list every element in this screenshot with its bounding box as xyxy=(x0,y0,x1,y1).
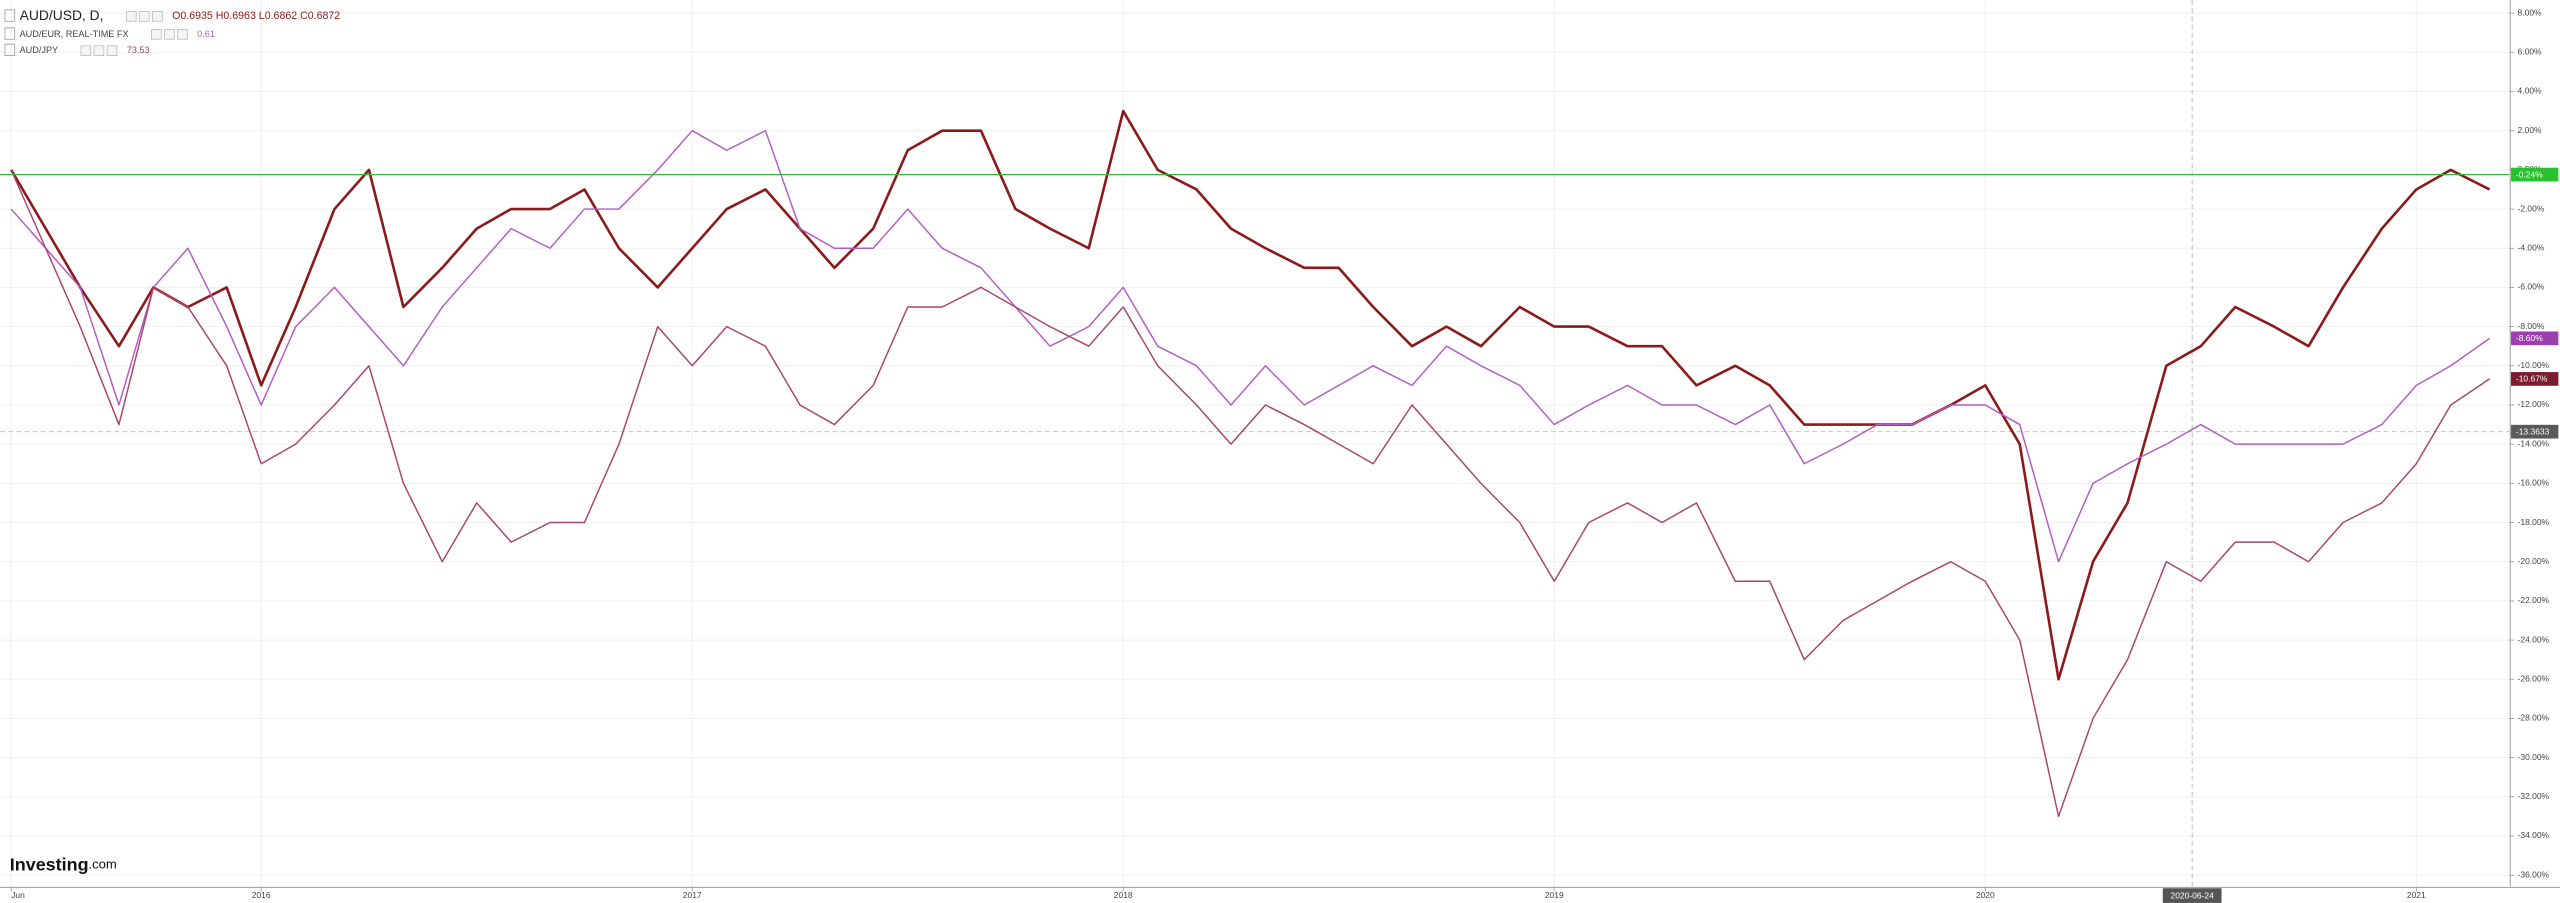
y-tick-label: -28.00% xyxy=(2518,713,2550,723)
legend-button[interactable] xyxy=(164,29,175,40)
series-line xyxy=(10,109,2491,681)
legend-value: 0.61 xyxy=(197,29,215,39)
crosshair-x-label: 2020-06-24 xyxy=(2170,890,2214,900)
legend-button[interactable] xyxy=(80,45,92,56)
legend-name: AUD/USD, D, xyxy=(20,7,104,23)
legend-value: 73.53 xyxy=(127,45,150,55)
logo-text: Investing xyxy=(10,854,89,874)
legend-button[interactable] xyxy=(151,29,162,40)
logo-suffix: .com xyxy=(89,857,117,872)
legend: AUD/USD, D, O0.6935 H0.6963 L0.6862 C0.68… xyxy=(4,7,340,56)
legend-button[interactable] xyxy=(139,11,150,22)
crosshair-x-label-bg xyxy=(2162,888,2222,903)
y-tick-label: -24.00% xyxy=(2518,634,2550,644)
y-tick-label: -12.00% xyxy=(2518,399,2550,409)
y-tick-label: -16.00% xyxy=(2518,478,2550,488)
legend-value: O0.6935 H0.6963 L0.6862 C0.6872 xyxy=(172,10,340,22)
price-label-bg xyxy=(2511,372,2559,386)
x-tick-label: 2017 xyxy=(683,890,702,900)
y-tick-label: -36.00% xyxy=(2518,869,2550,879)
price-label-bg xyxy=(2511,167,2559,182)
y-tick-label: -18.00% xyxy=(2518,517,2550,527)
legend-toggle xyxy=(4,27,16,40)
x-tick-label: 2016 xyxy=(252,890,271,900)
price-label-bg xyxy=(2511,331,2559,346)
y-tick-label: -8.00% xyxy=(2518,321,2545,331)
y-tick-label: -10.00% xyxy=(2518,360,2550,370)
legend-button[interactable] xyxy=(152,11,163,22)
y-tick-label: -34.00% xyxy=(2518,830,2550,840)
y-tick-label: -6.00% xyxy=(2518,282,2545,292)
axes: 8.00%6.00%4.00%2.00%0.00%-2.00%-4.00%-6.… xyxy=(10,7,2559,903)
y-tick-label: -26.00% xyxy=(2518,673,2550,683)
x-tick-label: Jun xyxy=(11,890,25,900)
series-line xyxy=(10,129,2490,563)
legend-button[interactable] xyxy=(93,45,105,56)
y-tick-label: 2.00% xyxy=(2518,125,2542,135)
price-label: -0.24% xyxy=(2516,169,2543,179)
y-tick-label: -2.00% xyxy=(2518,203,2545,213)
grid xyxy=(0,0,2510,887)
price-label-bg xyxy=(2511,424,2559,439)
y-tick-label: -20.00% xyxy=(2518,556,2550,566)
y-tick-label: -22.00% xyxy=(2518,595,2550,605)
y-tick-label: 6.00% xyxy=(2518,47,2542,57)
logo: Investing.com xyxy=(10,854,117,874)
price-label: -10.67% xyxy=(2516,374,2548,384)
legend-button[interactable] xyxy=(177,29,188,40)
price-label: -13.3633 xyxy=(2516,426,2550,436)
legend-toggle xyxy=(4,43,16,56)
x-tick-label: 2019 xyxy=(1545,890,1564,900)
price-label: -8.60% xyxy=(2516,333,2543,343)
legend-button[interactable] xyxy=(125,11,137,22)
y-tick-label: -32.00% xyxy=(2518,791,2550,801)
x-tick-label: 2018 xyxy=(1114,890,1133,900)
y-tick-label: -14.00% xyxy=(2518,438,2550,448)
legend-toggle xyxy=(4,9,16,22)
series-line xyxy=(10,169,2490,818)
legend-name: AUD/EUR, REAL-TIME FX xyxy=(20,29,129,39)
y-tick-label: 8.00% xyxy=(2518,7,2542,17)
plot xyxy=(0,109,2510,818)
y-tick-label: -30.00% xyxy=(2518,752,2550,762)
x-tick-label: 2021 xyxy=(2407,890,2426,900)
y-tick-label: 4.00% xyxy=(2518,86,2542,96)
y-tick-label: -4.00% xyxy=(2518,242,2545,252)
x-tick-label: 2020 xyxy=(1976,890,1995,900)
legend-name: AUD/JPY xyxy=(20,45,59,55)
legend-button[interactable] xyxy=(106,45,118,56)
